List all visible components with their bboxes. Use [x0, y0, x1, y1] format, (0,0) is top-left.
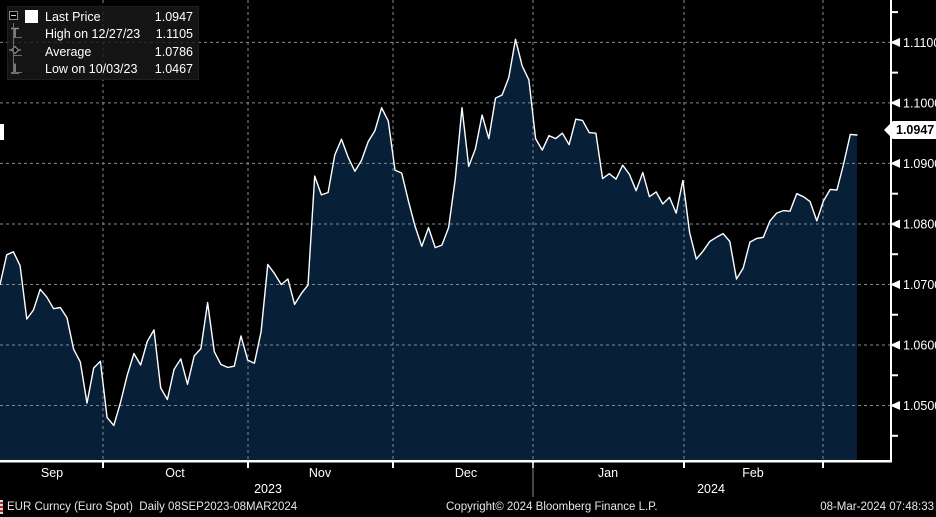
legend-label: High on 12/27/23 — [45, 27, 141, 42]
price-line — [0, 38, 858, 427]
y-axis-line — [890, 0, 892, 462]
legend-row-low[interactable]: Low on 10/03/23 1.0467 — [8, 61, 198, 79]
legend-row-average[interactable]: Average 1.0786 — [8, 43, 198, 61]
legend-value: 1.0467 — [154, 62, 193, 77]
price-area — [0, 39, 857, 461]
last-price-left-edge-marker — [0, 124, 4, 140]
legend-label: Average — [45, 44, 92, 59]
legend-row-high[interactable]: High on 12/27/23 1.1105 — [8, 26, 198, 44]
legend-label: Low on 10/03/23 — [45, 62, 138, 77]
y-tick-label: 1.0800 — [903, 217, 936, 231]
y-tick-label: 1.0900 — [903, 157, 936, 171]
x-year-label: 2023 — [254, 482, 282, 496]
y-minor-tick — [890, 11, 898, 14]
y-tick-label: 1.1100 — [903, 36, 936, 50]
average-marker-icon — [9, 45, 41, 59]
legend-label: Last Price — [45, 9, 101, 24]
axes: 1.1100 1.1000 1.0900 1.0800 1.0700 1.0600 1.05… — [0, 0, 936, 497]
y-tick-arrow-icon — [890, 279, 900, 289]
y-tick-arrow-icon — [890, 401, 900, 411]
copyright-text: Copyright© 2024 Bloomberg Finance L.P. — [446, 501, 658, 513]
timestamp: 08-Mar-2024 07:48:33 — [820, 501, 934, 513]
x-axis-line — [0, 460, 892, 463]
legend-value: 1.0786 — [154, 44, 193, 59]
x-month-label: Sep — [41, 466, 63, 480]
legend-value: 1.1105 — [155, 27, 193, 42]
y-minor-tick — [890, 374, 898, 377]
x-month-label: Feb — [742, 466, 764, 480]
legend-value: 1.0947 — [154, 9, 193, 24]
x-month-label: Nov — [309, 466, 332, 480]
high-marker-icon — [11, 27, 41, 41]
last-price-square-icon — [25, 10, 41, 24]
y-minor-tick — [890, 313, 898, 316]
last-price-tag: 1.0947 — [884, 121, 936, 139]
y-minor-tick — [890, 192, 898, 195]
legend-row-last-price[interactable]: Last Price 1.0947 — [8, 8, 198, 26]
x-year-label: 2024 — [697, 482, 725, 496]
legend-box[interactable]: Last Price 1.0947 High on 12/27/23 1.110… — [7, 6, 199, 80]
y-minor-tick — [890, 71, 898, 74]
x-month-tick — [247, 462, 249, 468]
x-month-label: Oct — [165, 466, 185, 480]
y-tick-label: 1.1000 — [903, 96, 936, 110]
x-month-label: Jan — [598, 466, 618, 480]
gridlines — [0, 0, 890, 460]
y-tick-arrow-icon — [890, 219, 900, 229]
y-tick-arrow-icon — [890, 340, 900, 350]
status-bar: EUR Curncy (Euro Spot) Daily 08SEP2023-0… — [0, 499, 936, 517]
y-tick-arrow-icon — [890, 158, 900, 168]
x-month-tick — [683, 462, 685, 468]
x-month-tick — [102, 462, 104, 468]
low-marker-icon — [11, 62, 41, 76]
y-minor-tick — [890, 253, 898, 256]
security-description: EUR Curncy (Euro Spot) Daily 08SEP2023-0… — [7, 501, 298, 513]
x-month-tick — [392, 462, 394, 468]
y-tick-label: 1.0600 — [903, 339, 936, 353]
screen-edge-artifact — [0, 500, 3, 514]
y-tick-arrow-icon — [890, 37, 900, 47]
y-tick-label: 1.0700 — [903, 278, 936, 292]
y-tick-arrow-icon — [890, 98, 900, 108]
x-month-label: Dec — [455, 466, 477, 480]
y-minor-tick — [890, 434, 898, 437]
x-month-tick — [822, 462, 824, 468]
y-tick-label: 1.0500 — [903, 399, 936, 413]
